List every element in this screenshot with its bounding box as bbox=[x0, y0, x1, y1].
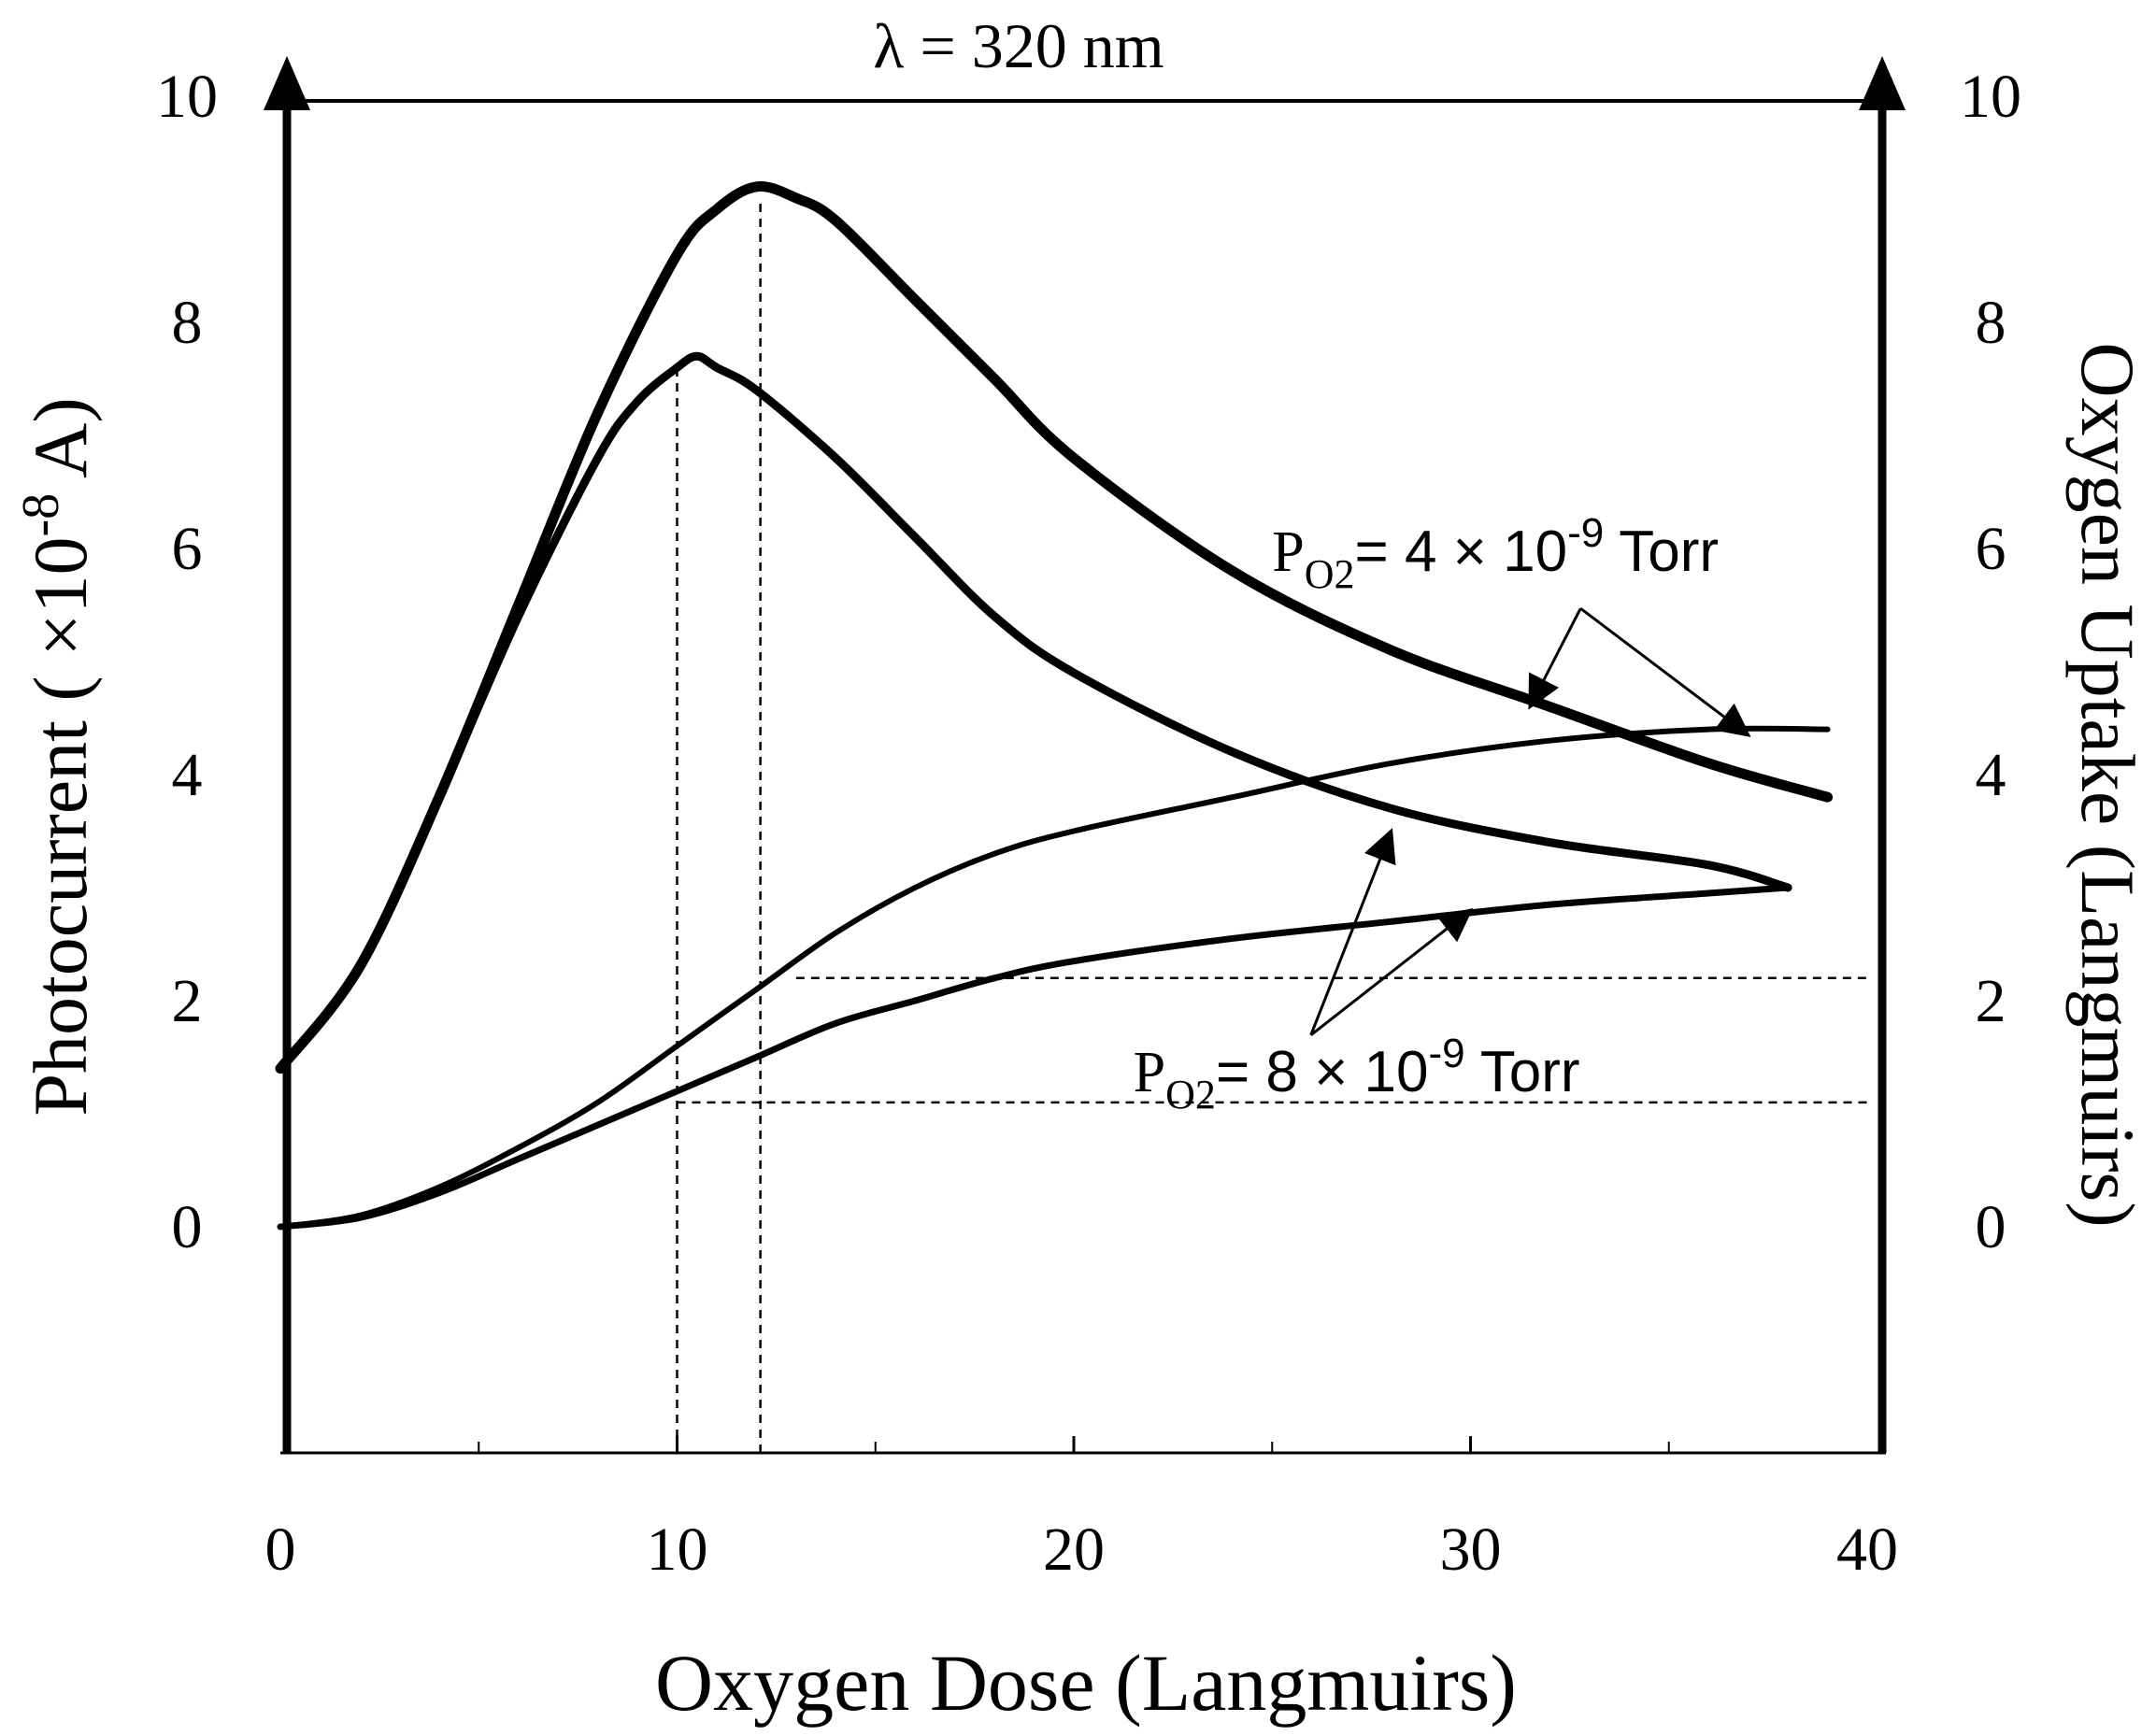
annotation-prefix: P bbox=[1272, 520, 1304, 584]
y-left-tick-label: 8 bbox=[172, 289, 203, 357]
y-axis-right-ticks: 0 2 4 6 8 10 bbox=[1960, 63, 2021, 1261]
annotation-superscript: -9 bbox=[1428, 1031, 1464, 1076]
series-line-3 bbox=[278, 725, 1831, 1230]
annotation-arrow bbox=[1309, 828, 1396, 1036]
y-left-tick-label: 4 bbox=[172, 741, 203, 809]
x-axis-label: Oxygen Dose (Langmuirs) bbox=[655, 1638, 1517, 1728]
y-right-tick-label: 10 bbox=[1960, 63, 2021, 131]
series-line-2 bbox=[276, 351, 1792, 1074]
y-left-tick-label: 6 bbox=[172, 515, 203, 583]
annotation-label-2: PO2= 8 × 10-9 Torr bbox=[1134, 1031, 1580, 1117]
y-right-tick-label: 4 bbox=[1976, 741, 2006, 809]
annotation-superscript: -9 bbox=[1567, 510, 1604, 556]
annotation-suffix: Torr bbox=[1604, 519, 1719, 584]
y-right-tick-label: 6 bbox=[1976, 515, 2006, 583]
reference-lines bbox=[676, 197, 1867, 1453]
annotation-arrow bbox=[1579, 607, 1751, 737]
y-left-label-exponent: -8 bbox=[12, 493, 70, 537]
annotation-arrow bbox=[1528, 607, 1582, 710]
right-axis-arrowhead bbox=[1859, 56, 1906, 110]
annotation-label-1: PO2= 4 × 10-9 Torr bbox=[1272, 510, 1719, 597]
annotation-suffix: Torr bbox=[1465, 1040, 1580, 1104]
y-left-label-main: Photocurrent ( ×10 bbox=[18, 537, 103, 1117]
annotation-subscript: O2 bbox=[1165, 1072, 1216, 1117]
y-right-tick-label: 0 bbox=[1976, 1193, 2006, 1261]
x-tick-label: 20 bbox=[1043, 1515, 1105, 1584]
y-left-tick-label: 10 bbox=[156, 63, 218, 131]
x-tick-label: 10 bbox=[647, 1515, 708, 1584]
y-axis-right-label: Oxygen Uptake (Langmuirs) bbox=[2065, 342, 2150, 1227]
y-axis-left-label: Photocurrent ( ×10-8 A) bbox=[12, 397, 103, 1116]
y-left-label-unit: A) bbox=[18, 397, 103, 493]
y-right-tick-label: 8 bbox=[1976, 289, 2006, 357]
x-tick-label: 30 bbox=[1440, 1515, 1502, 1584]
y-left-tick-label: 2 bbox=[172, 967, 203, 1035]
data-series bbox=[275, 181, 1834, 1231]
annotation-prefix: P bbox=[1134, 1041, 1165, 1104]
annotation-arrow bbox=[1309, 907, 1474, 1036]
chart-title: λ = 320 nm bbox=[873, 10, 1164, 81]
left-axis-arrowhead bbox=[264, 56, 310, 110]
annotation-subscript: O2 bbox=[1305, 551, 1355, 597]
annotation-text: = 4 × 10 bbox=[1355, 519, 1568, 584]
x-tick-label: 40 bbox=[1836, 1515, 1898, 1584]
y-left-tick-label: 0 bbox=[172, 1193, 203, 1261]
y-right-tick-label: 2 bbox=[1976, 967, 2006, 1035]
x-tick-label: 0 bbox=[265, 1515, 296, 1584]
annotation-text: = 8 × 10 bbox=[1216, 1040, 1429, 1104]
series-line-4 bbox=[277, 884, 1792, 1231]
y-axis-left-ticks: 0 2 4 6 8 10 bbox=[156, 63, 218, 1261]
x-axis-ticks: 0 10 20 30 40 bbox=[265, 1436, 1898, 1584]
